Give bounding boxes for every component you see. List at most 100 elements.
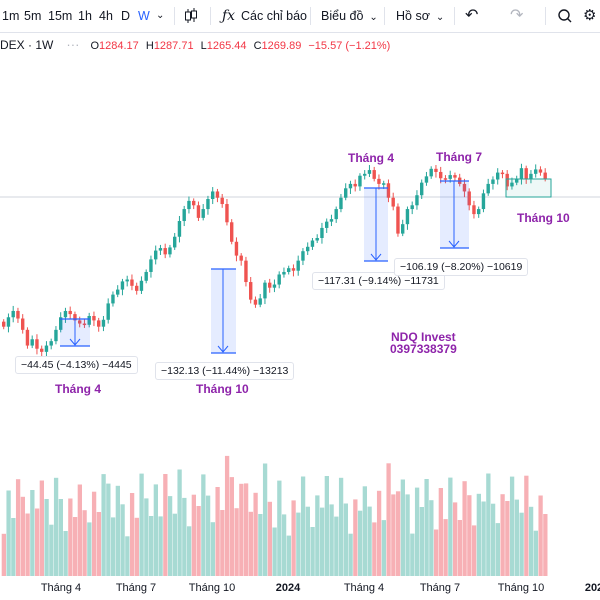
timeframe-1m[interactable]: 1m — [2, 9, 20, 23]
volume-bar — [224, 455, 230, 576]
candle-body — [443, 178, 448, 180]
chart-menu-button[interactable]: Biểu đồ ⌄ — [321, 0, 378, 32]
xaxis-label: Tháng 4 — [343, 582, 385, 594]
volume-bar — [63, 531, 68, 576]
price-chart[interactable] — [0, 0, 600, 576]
candle-body — [158, 248, 163, 251]
timeframe-5m[interactable]: 5m — [24, 9, 42, 23]
candle-body — [215, 191, 220, 198]
volume-bar — [490, 503, 496, 576]
candle-body — [125, 279, 129, 282]
volume-bar — [172, 513, 177, 576]
volume-bar — [234, 508, 239, 576]
arrow-down-icon — [370, 253, 382, 261]
candle-body — [130, 279, 134, 286]
volume-bar — [272, 527, 277, 576]
close-value: 1269.89 — [261, 40, 302, 52]
volume-bars — [1, 455, 548, 576]
candle-body — [287, 268, 291, 272]
candle-body — [291, 268, 296, 271]
volume-bar — [362, 486, 367, 576]
search-icon[interactable] — [557, 0, 573, 32]
volume-bar — [319, 507, 325, 576]
candle-body — [220, 197, 224, 205]
volume-bar — [15, 479, 21, 576]
candle-body — [500, 172, 505, 175]
candle-body — [263, 282, 267, 299]
timeframe-4h[interactable]: 4h — [99, 9, 113, 23]
volume-bar — [324, 476, 329, 576]
volume-bar — [348, 533, 353, 576]
rectangle-drawing[interactable] — [505, 178, 552, 198]
candle-body — [282, 271, 286, 275]
volume-bar — [395, 491, 401, 576]
candle-body — [116, 289, 120, 295]
xaxis-year-label: 2024 — [275, 582, 301, 594]
candle-body — [529, 173, 533, 179]
candle-body — [106, 303, 110, 320]
candle-body — [439, 171, 443, 179]
time-axis[interactable]: Tháng 4 Tháng 7 Tháng 10 2024 Tháng 4 Th… — [0, 576, 600, 600]
timeframe-1h[interactable]: 1h — [78, 9, 92, 23]
change-value: −15.57 (−1.21%) — [308, 40, 391, 52]
high-label: H — [145, 40, 154, 52]
volume-bar — [177, 469, 182, 576]
volume-bar — [281, 514, 287, 576]
candle-body — [11, 310, 15, 318]
candle-body — [410, 205, 414, 210]
volume-bar — [476, 493, 481, 576]
candle-body — [519, 168, 524, 179]
redo-icon[interactable]: ↷ — [510, 7, 524, 24]
volume-bar — [11, 518, 16, 576]
candle-body — [49, 341, 53, 346]
volume-bar — [148, 516, 154, 576]
undo-icon[interactable]: ↶ — [465, 7, 479, 24]
low-label: L — [200, 40, 207, 52]
toolbar-divider — [454, 7, 455, 25]
timeframe-D[interactable]: D — [121, 9, 131, 23]
symbol-name[interactable]: DEX · 1W — [0, 38, 54, 52]
candle-body — [329, 219, 334, 222]
volume-bar — [34, 508, 40, 576]
candlestick-icon[interactable] — [183, 0, 199, 32]
volume-bar — [486, 473, 491, 576]
volume-bar — [239, 483, 244, 576]
candle-body — [491, 179, 495, 184]
volume-bar — [433, 529, 439, 576]
volume-bar — [353, 499, 358, 576]
candle-body — [249, 282, 253, 300]
chevron-down-icon[interactable]: ⌄ — [156, 10, 165, 21]
volume-bar — [229, 477, 234, 576]
gear-icon[interactable]: ⚙ — [583, 7, 597, 24]
volume-bar — [305, 506, 310, 576]
month-label-july: Tháng 7 — [436, 150, 483, 164]
more-options-icon[interactable]: ··· — [66, 37, 80, 52]
function-icon[interactable]: ƒx — [222, 8, 236, 24]
candle-body — [120, 281, 125, 290]
candle-body — [334, 209, 338, 220]
candle-body — [481, 193, 486, 210]
toolbar-divider — [174, 7, 175, 25]
candle-body — [253, 299, 258, 305]
profile-menu-button[interactable]: Hồ sơ ⌄ — [396, 0, 444, 32]
volume-bar — [448, 477, 453, 576]
timeframe-W[interactable]: W — [138, 9, 150, 23]
candle-body — [268, 282, 272, 288]
volume-bar — [6, 490, 11, 576]
candle-body — [358, 175, 362, 187]
drawing-tools — [60, 178, 552, 354]
volume-bar — [58, 499, 63, 576]
candle-body — [306, 246, 310, 252]
symbol-legend: DEX · 1W ··· O1284.17 H1287.71 L1265.44 … — [0, 36, 394, 54]
candle-body — [424, 176, 429, 183]
candle-body — [135, 285, 139, 291]
volume-bar — [376, 490, 382, 576]
candle-body — [239, 255, 243, 261]
candle-body — [78, 320, 82, 324]
high-value: 1287.71 — [153, 40, 194, 52]
indicators-button[interactable]: Các chỉ báo — [241, 9, 308, 23]
volume-bar — [201, 474, 206, 576]
watermark-phone: 0397338379 — [390, 342, 457, 356]
volume-bar — [258, 514, 263, 576]
timeframe-15m[interactable]: 15m — [48, 9, 73, 23]
